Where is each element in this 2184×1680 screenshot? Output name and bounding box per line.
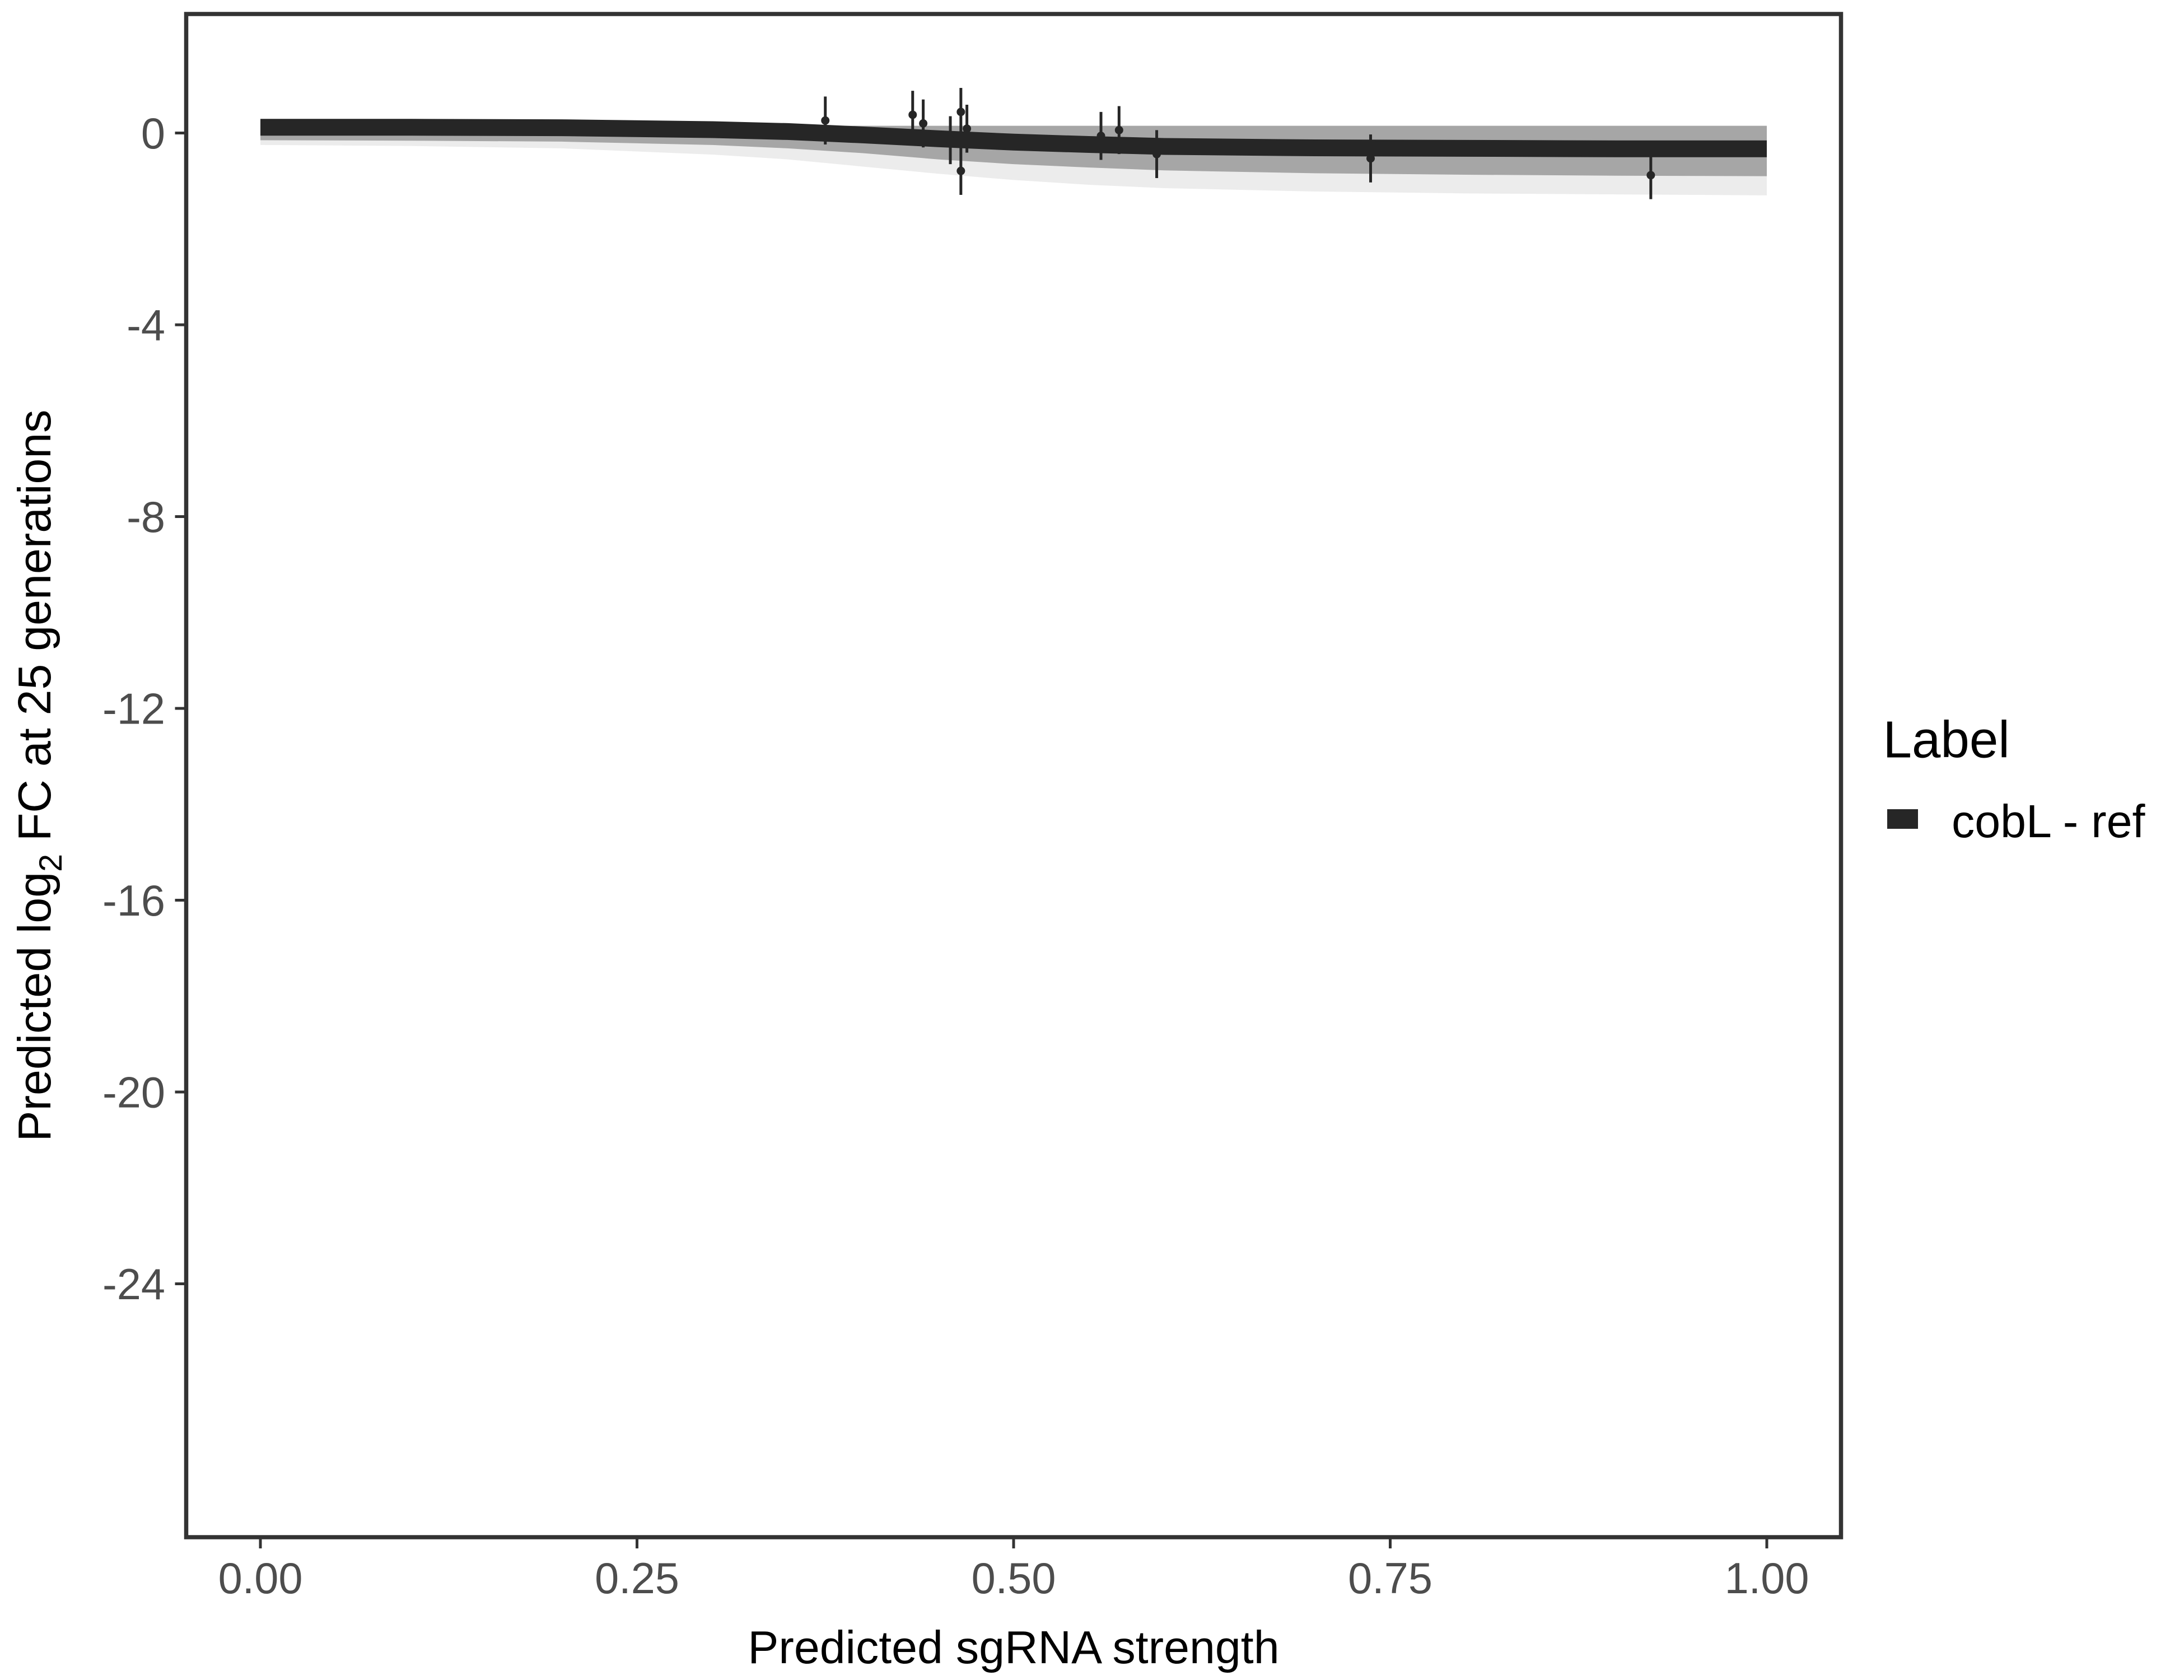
x-axis-label: Predicted sgRNA strength <box>748 1622 1279 1673</box>
x-tick-label: 1.00 <box>1725 1555 1809 1603</box>
x-tick-label: 0.00 <box>218 1555 303 1603</box>
posterior-band <box>260 125 1767 176</box>
legend-key-cobl-ref <box>1887 809 1918 829</box>
legend-title: Label <box>1883 711 2010 769</box>
y-tick-label: -4 <box>127 302 165 350</box>
y-tick-label: -20 <box>102 1069 165 1117</box>
fit-curve <box>260 119 1767 157</box>
data-point <box>1366 154 1375 163</box>
y-tick-label: -24 <box>102 1261 165 1309</box>
data-point <box>1114 125 1123 134</box>
legend-label-cobl-ref: cobL - ref <box>1952 796 2146 847</box>
plot-panel-border <box>184 12 1844 1539</box>
legend: Label cobL - ref <box>1883 711 2146 848</box>
data-point <box>1096 132 1105 141</box>
y-tick-label: -16 <box>102 877 165 925</box>
x-axis: 0.00 0.25 0.50 0.75 1.00 <box>218 1537 1809 1603</box>
data-point <box>956 166 965 175</box>
data-point <box>956 108 965 116</box>
x-tick-label: 0.25 <box>595 1555 679 1603</box>
y-tick-label: -12 <box>102 685 165 734</box>
data-point <box>946 136 955 144</box>
x-tick-label: 0.75 <box>1348 1555 1432 1603</box>
data-point <box>908 110 917 119</box>
data-point <box>919 119 928 128</box>
y-axis: 0 -4 -8 -12 -16 -20 -24 <box>102 110 186 1309</box>
fit-curve-line <box>260 119 1767 157</box>
y-tick-label: 0 <box>141 110 165 158</box>
data-point <box>963 124 972 133</box>
data-points <box>821 88 1655 199</box>
y-axis-label: Predicted log2 FC at 25 generations <box>9 410 69 1142</box>
data-point <box>821 116 830 125</box>
y-tick-label: -8 <box>127 493 165 542</box>
data-point <box>1152 150 1161 158</box>
x-tick-label: 0.50 <box>972 1555 1056 1603</box>
data-point <box>1646 171 1655 180</box>
